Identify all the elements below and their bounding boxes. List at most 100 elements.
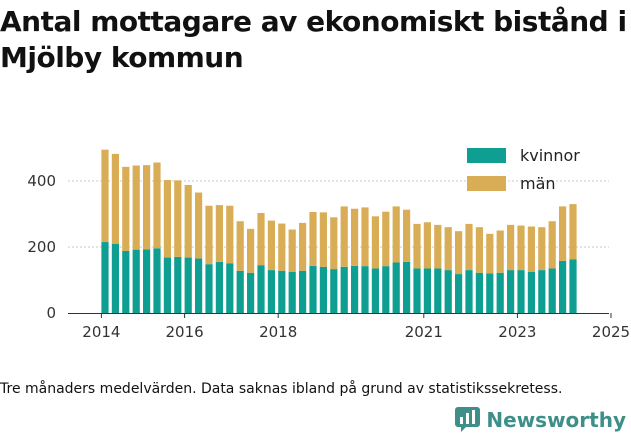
bar-kvinnor <box>299 270 307 313</box>
bar-kvinnor <box>174 256 182 313</box>
bar-kvinnor <box>163 257 171 313</box>
y-tick-label: 0 <box>46 304 56 322</box>
bar-kvinnor <box>403 261 411 313</box>
x-tick-label: 2014 <box>82 323 120 341</box>
bar-man <box>184 184 192 258</box>
chart-title: Antal mottagare av ekonomiskt bistånd i … <box>0 5 627 74</box>
bar-man <box>226 205 234 264</box>
bar-man <box>486 233 494 274</box>
x-tick-label: 2023 <box>498 323 536 341</box>
bar-man <box>507 224 515 271</box>
bar-kvinnor <box>538 270 546 313</box>
bar-kvinnor <box>143 249 151 313</box>
x-tick-label: 2018 <box>259 323 297 341</box>
bar-kvinnor <box>340 266 348 313</box>
bar-kvinnor <box>548 268 556 313</box>
bar-kvinnor <box>257 265 265 313</box>
bar-man <box>351 208 359 266</box>
bar-kvinnor <box>111 243 119 313</box>
bar-kvinnor <box>486 273 494 313</box>
brand-name: Newsworthy <box>486 407 626 432</box>
bar-kvinnor <box>153 248 161 313</box>
bar-kvinnor <box>455 274 463 313</box>
bar-man <box>403 209 411 262</box>
bar-man <box>278 223 286 271</box>
bar-kvinnor <box>361 266 369 313</box>
bar-man <box>444 227 452 271</box>
bar-kvinnor <box>413 268 421 313</box>
bar-man <box>392 206 400 263</box>
bar-kvinnor <box>215 261 223 313</box>
bar-kvinnor <box>236 270 244 313</box>
newsworthy-logo-icon <box>455 407 481 432</box>
bar-man <box>569 204 577 260</box>
bar-kvinnor <box>309 265 317 313</box>
bar-man <box>299 222 307 271</box>
legend-swatch-man <box>467 176 506 191</box>
bar-kvinnor <box>465 270 473 313</box>
x-tick-label: 2016 <box>166 323 204 341</box>
bar-kvinnor <box>132 249 140 313</box>
bar-man <box>215 205 223 262</box>
bar-kvinnor <box>434 268 442 313</box>
legend: kvinnor män <box>467 146 580 193</box>
x-tick-label: 2025 <box>592 323 630 341</box>
bar-kvinnor <box>496 272 504 313</box>
bars <box>101 149 577 313</box>
bar-man <box>163 180 171 258</box>
bar-kvinnor <box>569 259 577 313</box>
bar-kvinnor <box>101 242 109 313</box>
y-tick-label: 200 <box>27 238 56 256</box>
bar-kvinnor <box>527 271 535 313</box>
bar-man <box>434 224 442 269</box>
legend-swatch-kvinnor <box>467 148 506 163</box>
bar-kvinnor <box>267 270 275 313</box>
bar-man <box>309 212 317 266</box>
bar-man <box>143 165 151 250</box>
bar-kvinnor <box>475 272 483 313</box>
bar-kvinnor <box>382 266 390 313</box>
bar-kvinnor <box>226 263 234 313</box>
bar-man <box>319 212 327 267</box>
bar-man <box>236 221 244 271</box>
bar-kvinnor <box>205 264 213 313</box>
x-axis-ticks: 2014 2016 2018 2021 2023 2025 <box>82 313 630 341</box>
bar-man <box>330 217 338 270</box>
bar-man <box>455 231 463 275</box>
bar-kvinnor <box>330 269 338 313</box>
bar-kvinnor <box>319 266 327 313</box>
bar-man <box>527 226 535 272</box>
bar-kvinnor <box>288 271 296 313</box>
bar-man <box>153 162 161 249</box>
bar-man <box>132 165 140 250</box>
y-axis-ticks: 0 200 400 <box>27 172 56 322</box>
bar-man <box>247 228 255 273</box>
bar-kvinnor <box>423 268 431 313</box>
bar-man <box>382 211 390 267</box>
bar-man <box>371 216 379 269</box>
legend-label: män <box>520 174 556 193</box>
bar-kvinnor <box>184 257 192 313</box>
bar-man <box>517 225 525 271</box>
newsworthy-brand[interactable]: Newsworthy <box>455 407 626 432</box>
bar-kvinnor <box>351 265 359 313</box>
bar-kvinnor <box>517 270 525 313</box>
footnote: Tre månaders medelvärden. Data saknas ib… <box>0 381 563 397</box>
bar-man <box>174 180 182 257</box>
bar-man <box>559 206 567 261</box>
bar-man <box>257 213 265 266</box>
bar-man <box>101 149 109 243</box>
bar-kvinnor <box>195 258 203 313</box>
bar-man <box>122 166 130 251</box>
bar-man <box>465 223 473 271</box>
bar-man <box>361 207 369 267</box>
bar-man <box>548 221 556 269</box>
bar-man <box>423 222 431 269</box>
stacked-bar-chart: 0 200 400 2014 2016 2018 2021 2023 2025 kvinnor… <box>27 146 630 341</box>
bar-man <box>340 206 348 267</box>
bar-man <box>111 153 119 244</box>
y-tick-label: 400 <box>27 172 56 190</box>
bar-man <box>496 230 504 273</box>
bar-man <box>267 220 275 271</box>
x-tick-label: 2021 <box>405 323 443 341</box>
